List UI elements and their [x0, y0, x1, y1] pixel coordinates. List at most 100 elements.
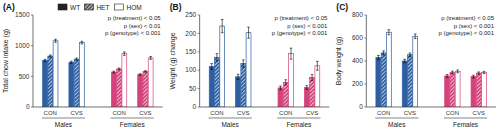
y-tick-label: 0	[26, 103, 30, 110]
error-stem	[243, 60, 244, 67]
error-cap	[75, 60, 78, 61]
error-cap	[414, 38, 417, 39]
bar	[43, 60, 48, 107]
error-stem	[447, 75, 448, 78]
error-cap	[316, 61, 319, 62]
y-tick-label: 100	[185, 66, 196, 73]
error-cap	[242, 59, 245, 60]
error-bar	[279, 86, 282, 90]
error-stem	[76, 58, 77, 60]
error-cap	[242, 67, 245, 68]
error-bar	[242, 60, 245, 67]
error-cap	[451, 71, 454, 72]
panel: 050010001500CONCVSCONCVSMalesFemalesTota…	[2, 2, 163, 128]
error-cap	[49, 54, 52, 55]
x-tick-label: CON	[210, 110, 223, 116]
bar	[143, 71, 148, 107]
stats-text: p (sex) < 0.001	[287, 23, 328, 29]
y-axis	[33, 15, 34, 107]
error-cap	[221, 19, 224, 20]
error-cap	[139, 75, 142, 76]
error-cap	[477, 71, 480, 72]
y-tick	[198, 15, 200, 16]
group-label: Males	[388, 121, 406, 128]
stats-text: p (genotype) < 0.001	[272, 30, 328, 36]
legend-label: HOM	[127, 4, 142, 11]
group-label: Females	[286, 121, 312, 128]
error-cap	[403, 62, 406, 63]
error-stem	[71, 61, 72, 63]
error-bar	[388, 30, 391, 35]
error-bar	[149, 57, 152, 60]
error-cap	[149, 56, 152, 57]
error-cap	[456, 69, 459, 70]
error-bar	[81, 41, 84, 44]
bars	[43, 39, 154, 107]
y-tick	[364, 15, 366, 16]
error-bar	[414, 34, 417, 39]
legend: WTHETHOM	[58, 4, 142, 11]
error-stem	[483, 71, 484, 73]
y-tick	[198, 51, 200, 52]
stats-text: p (treatment) < 0.05	[441, 15, 495, 21]
x-tick-label: CVS	[237, 110, 249, 116]
legend-label: HET	[96, 4, 109, 11]
error-cap	[81, 41, 84, 42]
error-bar	[144, 71, 147, 72]
error-cap	[382, 50, 385, 51]
y-axis-label: Weight (g) change	[169, 32, 177, 89]
y-tick	[198, 70, 200, 71]
bar	[402, 61, 407, 107]
error-cap	[279, 89, 282, 90]
bar	[209, 67, 214, 107]
x-tick-label: CVS	[404, 110, 416, 116]
panel: 0200400600800CONCVSCONCVSMalesFemalesBod…	[335, 2, 496, 128]
bar	[69, 62, 74, 107]
error-stem	[317, 61, 318, 70]
legend-swatch	[84, 4, 93, 10]
error-stem	[290, 48, 291, 59]
error-cap	[210, 63, 213, 64]
group-bracket	[111, 118, 154, 119]
error-cap	[284, 79, 287, 80]
bars	[376, 30, 487, 107]
error-bar	[221, 19, 224, 32]
error-bar	[44, 59, 47, 61]
x-axis	[200, 107, 330, 108]
error-stem	[473, 75, 474, 78]
bar	[241, 64, 246, 107]
error-cap	[311, 80, 314, 81]
error-cap	[472, 75, 475, 76]
y-tick	[198, 107, 200, 108]
bar	[408, 55, 413, 107]
error-bar	[382, 51, 385, 55]
error-stem	[50, 55, 51, 57]
error-cap	[290, 59, 293, 60]
error-stem	[124, 52, 125, 55]
bar	[215, 57, 220, 107]
error-cap	[144, 70, 147, 71]
error-cap	[403, 59, 406, 60]
error-stem	[280, 86, 281, 90]
error-cap	[118, 69, 121, 70]
error-cap	[237, 79, 240, 80]
error-stem	[378, 55, 379, 59]
error-bar	[446, 75, 449, 78]
error-bar	[247, 27, 250, 38]
group-bracket	[277, 118, 320, 119]
x-tick-label: CVS	[306, 110, 318, 116]
error-bar	[456, 70, 459, 73]
error-stem	[222, 19, 223, 32]
error-cap	[139, 73, 142, 74]
bar	[148, 58, 153, 107]
error-cap	[446, 77, 449, 78]
error-cap	[144, 72, 147, 73]
error-stem	[140, 74, 141, 75]
y-tick	[364, 84, 366, 85]
y-tick-label: 1500	[15, 11, 30, 18]
y-tick-label: 200	[352, 80, 363, 87]
y-tick	[31, 76, 33, 77]
error-cap	[210, 69, 213, 70]
error-cap	[377, 55, 380, 56]
bar	[79, 43, 84, 107]
